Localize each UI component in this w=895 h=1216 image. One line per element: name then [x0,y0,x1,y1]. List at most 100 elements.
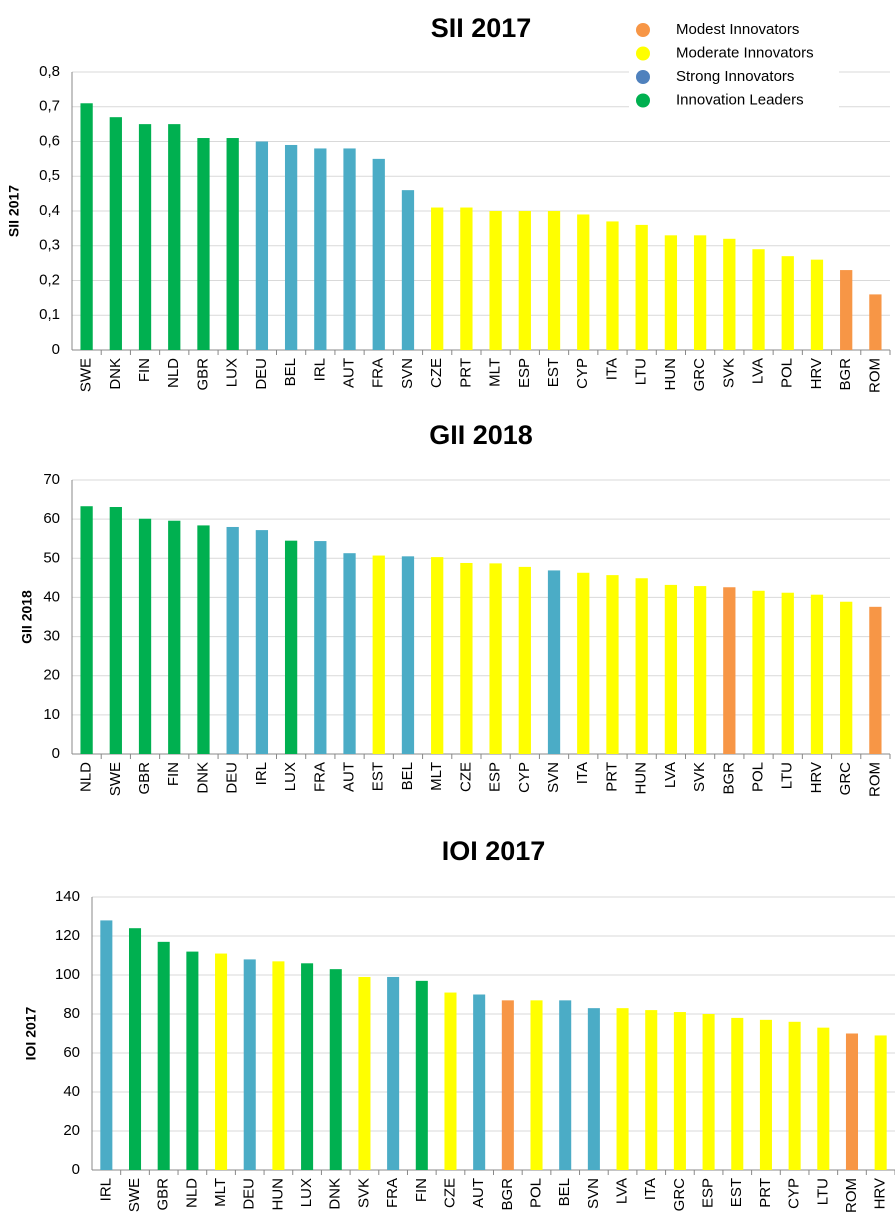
x-tick-label: GRC [671,1178,688,1212]
y-tick-label: 0,8 [39,63,60,80]
y-tick-label: 0,5 [39,167,60,184]
bar [80,103,93,351]
bar [343,553,356,754]
bar [664,584,678,754]
bar [673,1012,686,1170]
bar [635,578,648,754]
x-tick-label: BEL [556,1178,573,1206]
x-tick-label: CZE [428,358,445,388]
x-tick-label: SVK [691,762,708,792]
legend-box [629,14,839,114]
x-tick-label: GRC [691,358,708,392]
x-tick-label: ESP [516,358,533,388]
x-tick-label: SVK [355,1178,372,1208]
bar [547,211,561,350]
x-tick-label: LVA [662,762,679,788]
bar [372,158,385,350]
bar [840,270,853,350]
x-tick-label: MLT [212,1178,229,1207]
y-tick-label: 30 [43,628,60,645]
y-tick-label: 40 [43,588,60,605]
x-tick-label: GRC [837,762,854,796]
x-tick-label: CYP [786,1178,803,1209]
bar [138,124,152,350]
bar [226,138,239,350]
x-tick-label: POL [779,358,796,388]
legend-marker [636,70,650,84]
x-tick-label: NLD [78,762,95,792]
bar [693,235,707,350]
x-tick-label: SVN [545,762,562,793]
x-tick-label: PRT [603,762,620,792]
x-tick-label: BEL [282,358,299,386]
legend-marker [636,46,650,61]
bar [226,526,239,754]
bar [372,555,385,754]
x-tick-label: ITA [603,358,620,380]
bar [284,144,298,350]
x-tick-label: MLT [428,762,445,791]
x-tick-label: IRL [253,762,270,785]
bar [731,1017,744,1170]
x-tick-label: LVA [614,1178,631,1204]
legend-label: Innovation Leaders [676,91,804,108]
bar [702,1014,715,1170]
y-tick-label: 0,3 [39,237,60,254]
bar [547,570,561,754]
bar [530,1000,543,1170]
x-tick-label: ESP [487,762,504,792]
bar [343,148,356,350]
chart-title: IOI 2017 [442,836,546,866]
x-tick-label: GBR [155,1178,172,1211]
x-tick-label: ROM [866,762,883,797]
bar [444,992,457,1170]
x-tick-label: DNK [194,762,211,794]
bar [215,953,228,1170]
x-tick-label: ESP [700,1178,717,1208]
x-tick-label: HUN [269,1178,286,1211]
x-tick-label: FIN [136,358,153,382]
x-tick-label: BGR [720,762,737,795]
x-tick-label: BGR [837,358,854,391]
bar [501,1000,514,1170]
x-tick-label: LTU [814,1178,831,1205]
bar [723,238,736,350]
bar [616,1008,629,1170]
y-axis-label: GII 2018 [19,590,35,644]
bar [255,530,269,754]
legend-label: Modest Innovators [676,21,799,38]
x-tick-label: DNK [107,358,124,390]
bar [845,1033,859,1170]
y-tick-label: 10 [43,706,60,723]
x-tick-label: AUT [470,1178,487,1208]
y-tick-label: 60 [63,1044,80,1061]
y-tick-label: 40 [63,1083,80,1100]
x-tick-label: LUX [298,1178,315,1207]
x-tick-label: DEU [224,762,241,794]
y-tick-label: 0,6 [39,132,60,149]
x-tick-label: EST [370,762,387,791]
x-tick-label: HUN [662,358,679,391]
x-tick-label: IRL [97,1178,114,1201]
y-tick-label: 20 [63,1122,80,1139]
x-tick-label: SVN [399,358,416,389]
chart-title: GII 2018 [429,420,533,450]
bar [329,969,342,1170]
y-tick-label: 0,1 [39,306,60,323]
x-tick-label: DEU [253,358,270,390]
x-tick-label: BEL [399,762,416,790]
x-tick-label: GBR [194,358,211,391]
x-tick-label: PRT [757,1178,774,1208]
x-tick-label: FIN [413,1178,430,1202]
y-tick-label: 50 [43,549,60,566]
x-tick-label: ITA [574,762,591,784]
bar [431,557,444,754]
x-tick-label: ROM [866,358,883,393]
bar [788,1021,801,1170]
x-tick-label: SVN [585,1178,602,1209]
y-tick-label: 60 [43,510,60,527]
bar [401,556,415,754]
x-tick-label: LTU [633,358,650,385]
bar [186,951,199,1170]
x-tick-label: BGR [499,1178,516,1211]
